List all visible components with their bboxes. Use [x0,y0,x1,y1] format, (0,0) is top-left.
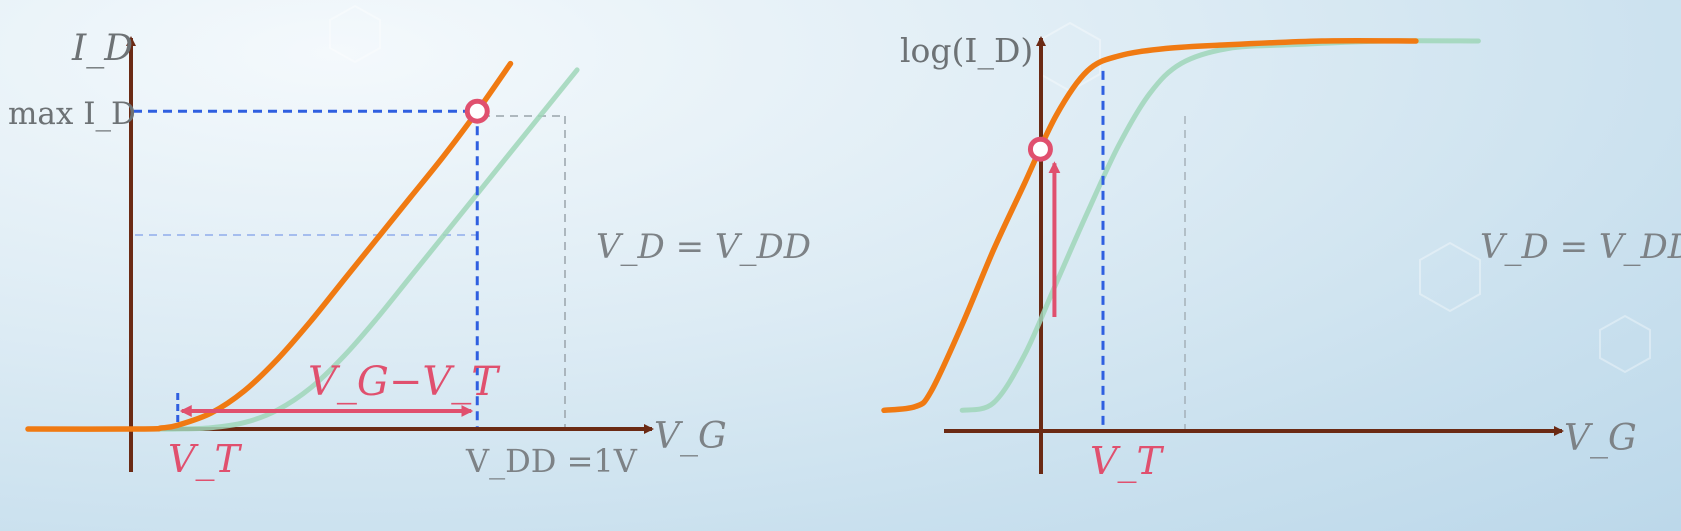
right-y-axis-label: log(I_D) [900,31,1033,71]
left-y-axis-label: I_D [71,28,133,69]
left-green-curve [142,67,580,432]
right-vt-label: V_T [1090,439,1164,484]
max-id-operating-point [464,98,490,124]
right-x-axis-label: V_G [1564,418,1637,459]
vg-minus-vt-label: V_G−V_T [308,359,501,405]
vt-label: V_T [168,437,242,482]
max-id-label: max I_D [8,96,136,132]
right-condition-label: V_D = V_DD [1480,227,1681,267]
zero-vg-operating-point [1027,136,1053,162]
vdd-label: V_DD =1V [465,442,638,480]
left-orange-curve [25,60,514,432]
log-id-chart: log(I_D) V_G V_T V_D = V_DD [881,31,1681,484]
left-condition-label: V_D = V_DD [596,227,811,267]
right-orange-curve [881,37,1419,414]
linear-id-chart: I_D max I_D V_G V_T V_G−V_T V_DD =1V V_D… [8,28,811,482]
left-x-axis-label: V_G [654,416,727,457]
